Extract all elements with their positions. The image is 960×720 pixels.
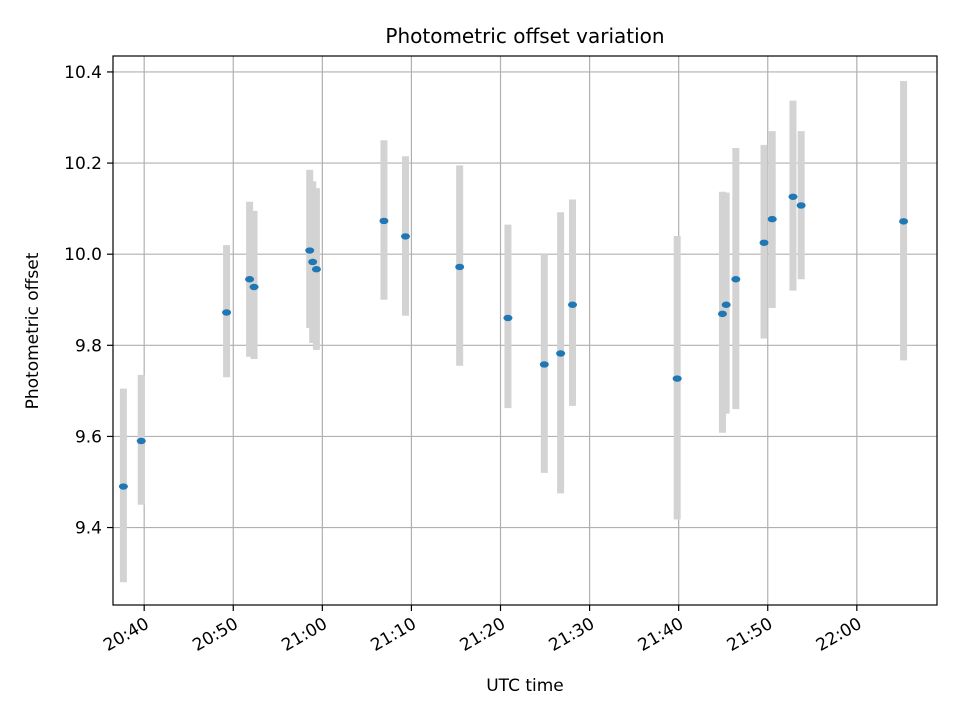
x-tick-label: 20:40 (100, 614, 152, 656)
data-points (118, 193, 909, 490)
grid-lines (113, 56, 937, 605)
x-tick-label: 22:00 (813, 614, 865, 656)
data-point (539, 361, 549, 368)
y-tick-label: 9.8 (75, 336, 102, 356)
data-point (503, 314, 513, 322)
x-tick-label: 21:30 (546, 614, 598, 656)
data-point (136, 437, 146, 445)
plot-frame (112, 55, 938, 606)
y-axis: 9.4 9.6 9.8 10.0 10.2 10.4 (64, 63, 113, 539)
data-point (731, 276, 741, 283)
data-point (222, 309, 232, 316)
data-point (767, 215, 777, 223)
y-tick-label: 9.4 (75, 519, 102, 539)
data-point (305, 247, 315, 254)
data-point (788, 193, 798, 200)
y-axis-label: Photometric offset (23, 252, 43, 409)
data-point (249, 283, 259, 291)
x-tick-label: 20:50 (189, 614, 241, 656)
x-tick-label: 21:50 (724, 614, 776, 656)
x-tick-label: 21:40 (635, 614, 687, 656)
error-bars (119, 81, 908, 583)
data-point (245, 276, 255, 283)
data-point (379, 217, 389, 225)
data-point (717, 310, 727, 318)
data-point (400, 233, 410, 240)
x-tick-label: 21:10 (367, 614, 419, 656)
y-tick-label: 10.2 (64, 154, 102, 174)
data-point (568, 301, 578, 308)
y-tick-label: 10.4 (64, 63, 102, 83)
data-point (118, 483, 128, 490)
x-tick-label: 21:00 (278, 614, 330, 656)
chart-title: Photometric offset variation (385, 24, 664, 48)
data-point (721, 301, 731, 308)
x-axis: 20:40 20:50 21:00 21:10 21:20 21:30 21:40 21:50… (100, 605, 865, 656)
data-point (455, 263, 465, 271)
x-tick-label: 21:20 (457, 614, 509, 656)
x-axis-label: UTC time (486, 676, 564, 696)
data-point (311, 266, 321, 273)
data-point (308, 258, 318, 266)
y-tick-label: 10.0 (64, 245, 102, 265)
data-point (556, 350, 566, 357)
y-tick-label: 9.6 (75, 427, 102, 447)
data-point (899, 218, 909, 225)
data-point (796, 202, 806, 209)
data-point (759, 239, 769, 246)
data-point (672, 375, 682, 382)
